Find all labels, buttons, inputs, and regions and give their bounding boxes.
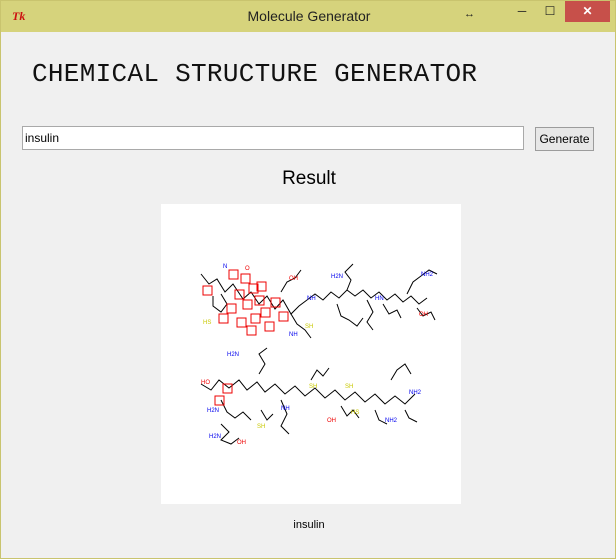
atom-label: OH (237, 440, 246, 446)
minimize-button[interactable]: ─ (517, 4, 527, 18)
atom-label: SH (257, 424, 265, 430)
atom-label: NH (289, 332, 298, 338)
result-label: Result (282, 168, 336, 189)
atom-label: NH (307, 296, 316, 302)
molecule-bonds (200, 263, 438, 445)
atom-label: H2N (227, 352, 239, 358)
atom-label: HN (375, 296, 384, 302)
atom-label: SH (305, 324, 313, 330)
atom-label: O (245, 266, 250, 272)
molecule-name-input[interactable] (22, 126, 524, 150)
generate-button[interactable]: Generate (535, 127, 594, 151)
atom-label: H2N (331, 274, 343, 280)
page-heading: CHEMICAL STRUCTURE GENERATOR (32, 59, 478, 89)
atom-label: H2N (207, 408, 219, 414)
atom-label: OH (289, 276, 298, 282)
atom-label: OH (327, 418, 336, 424)
atom-label: H2N (209, 434, 221, 440)
close-button[interactable]: ✕ (565, 1, 610, 22)
atom-label: N (223, 264, 227, 270)
atom-label: NH (281, 406, 290, 412)
atom-label: HO (201, 380, 210, 386)
highlight-boxes (202, 269, 289, 406)
title-bar[interactable]: Tk Molecule Generator ↔ ─ ☐ ✕ (1, 1, 615, 32)
atom-label: HS (351, 410, 359, 416)
atom-label: NH2 (421, 272, 434, 278)
maximize-button[interactable]: ☐ (544, 4, 556, 18)
atom-label: OH (419, 312, 428, 318)
atom-label: SH (345, 384, 353, 390)
atom-label: NH2 (385, 418, 398, 424)
tk-app-icon: Tk (12, 9, 26, 23)
atom-label: HS (203, 320, 211, 326)
resize-arrows-icon[interactable]: ↔ (464, 8, 475, 20)
molecule-structure-image: N O OH NH H2N NH2 HN OH HS SH NH H2N HO … (161, 204, 461, 504)
window-title: Molecule Generator (247, 8, 371, 24)
atom-label: NH2 (409, 390, 422, 396)
molecule-caption: insulin (293, 519, 325, 531)
atom-label: SH (309, 384, 317, 390)
